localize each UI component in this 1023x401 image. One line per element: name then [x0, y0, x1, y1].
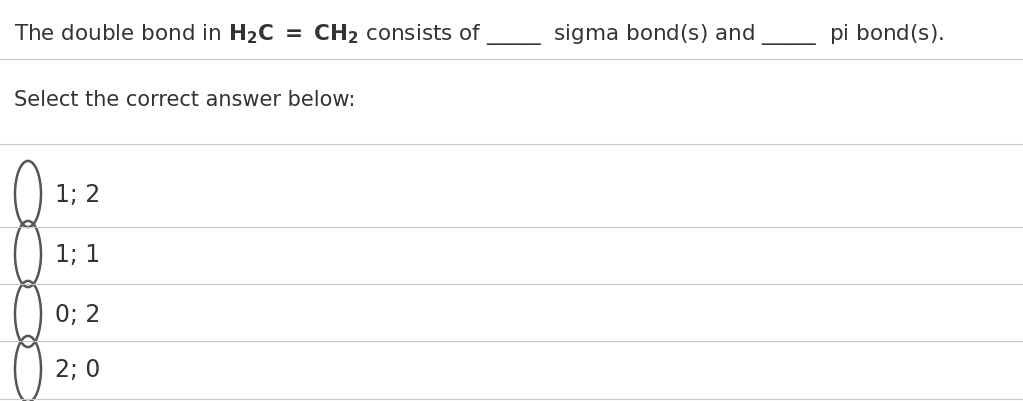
Text: 1; 2: 1; 2 [55, 182, 100, 207]
Text: 2; 0: 2; 0 [55, 357, 100, 381]
Text: Select the correct answer below:: Select the correct answer below: [14, 90, 355, 110]
Text: 0; 2: 0; 2 [55, 302, 100, 326]
Text: 1; 1: 1; 1 [55, 242, 100, 266]
Text: The double bond in $\mathbf{H_2}$$\mathit{\mathbf{C}}$ $\mathbf{=}$ $\mathit{\ma: The double bond in $\mathbf{H_2}$$\mathi… [14, 22, 944, 47]
